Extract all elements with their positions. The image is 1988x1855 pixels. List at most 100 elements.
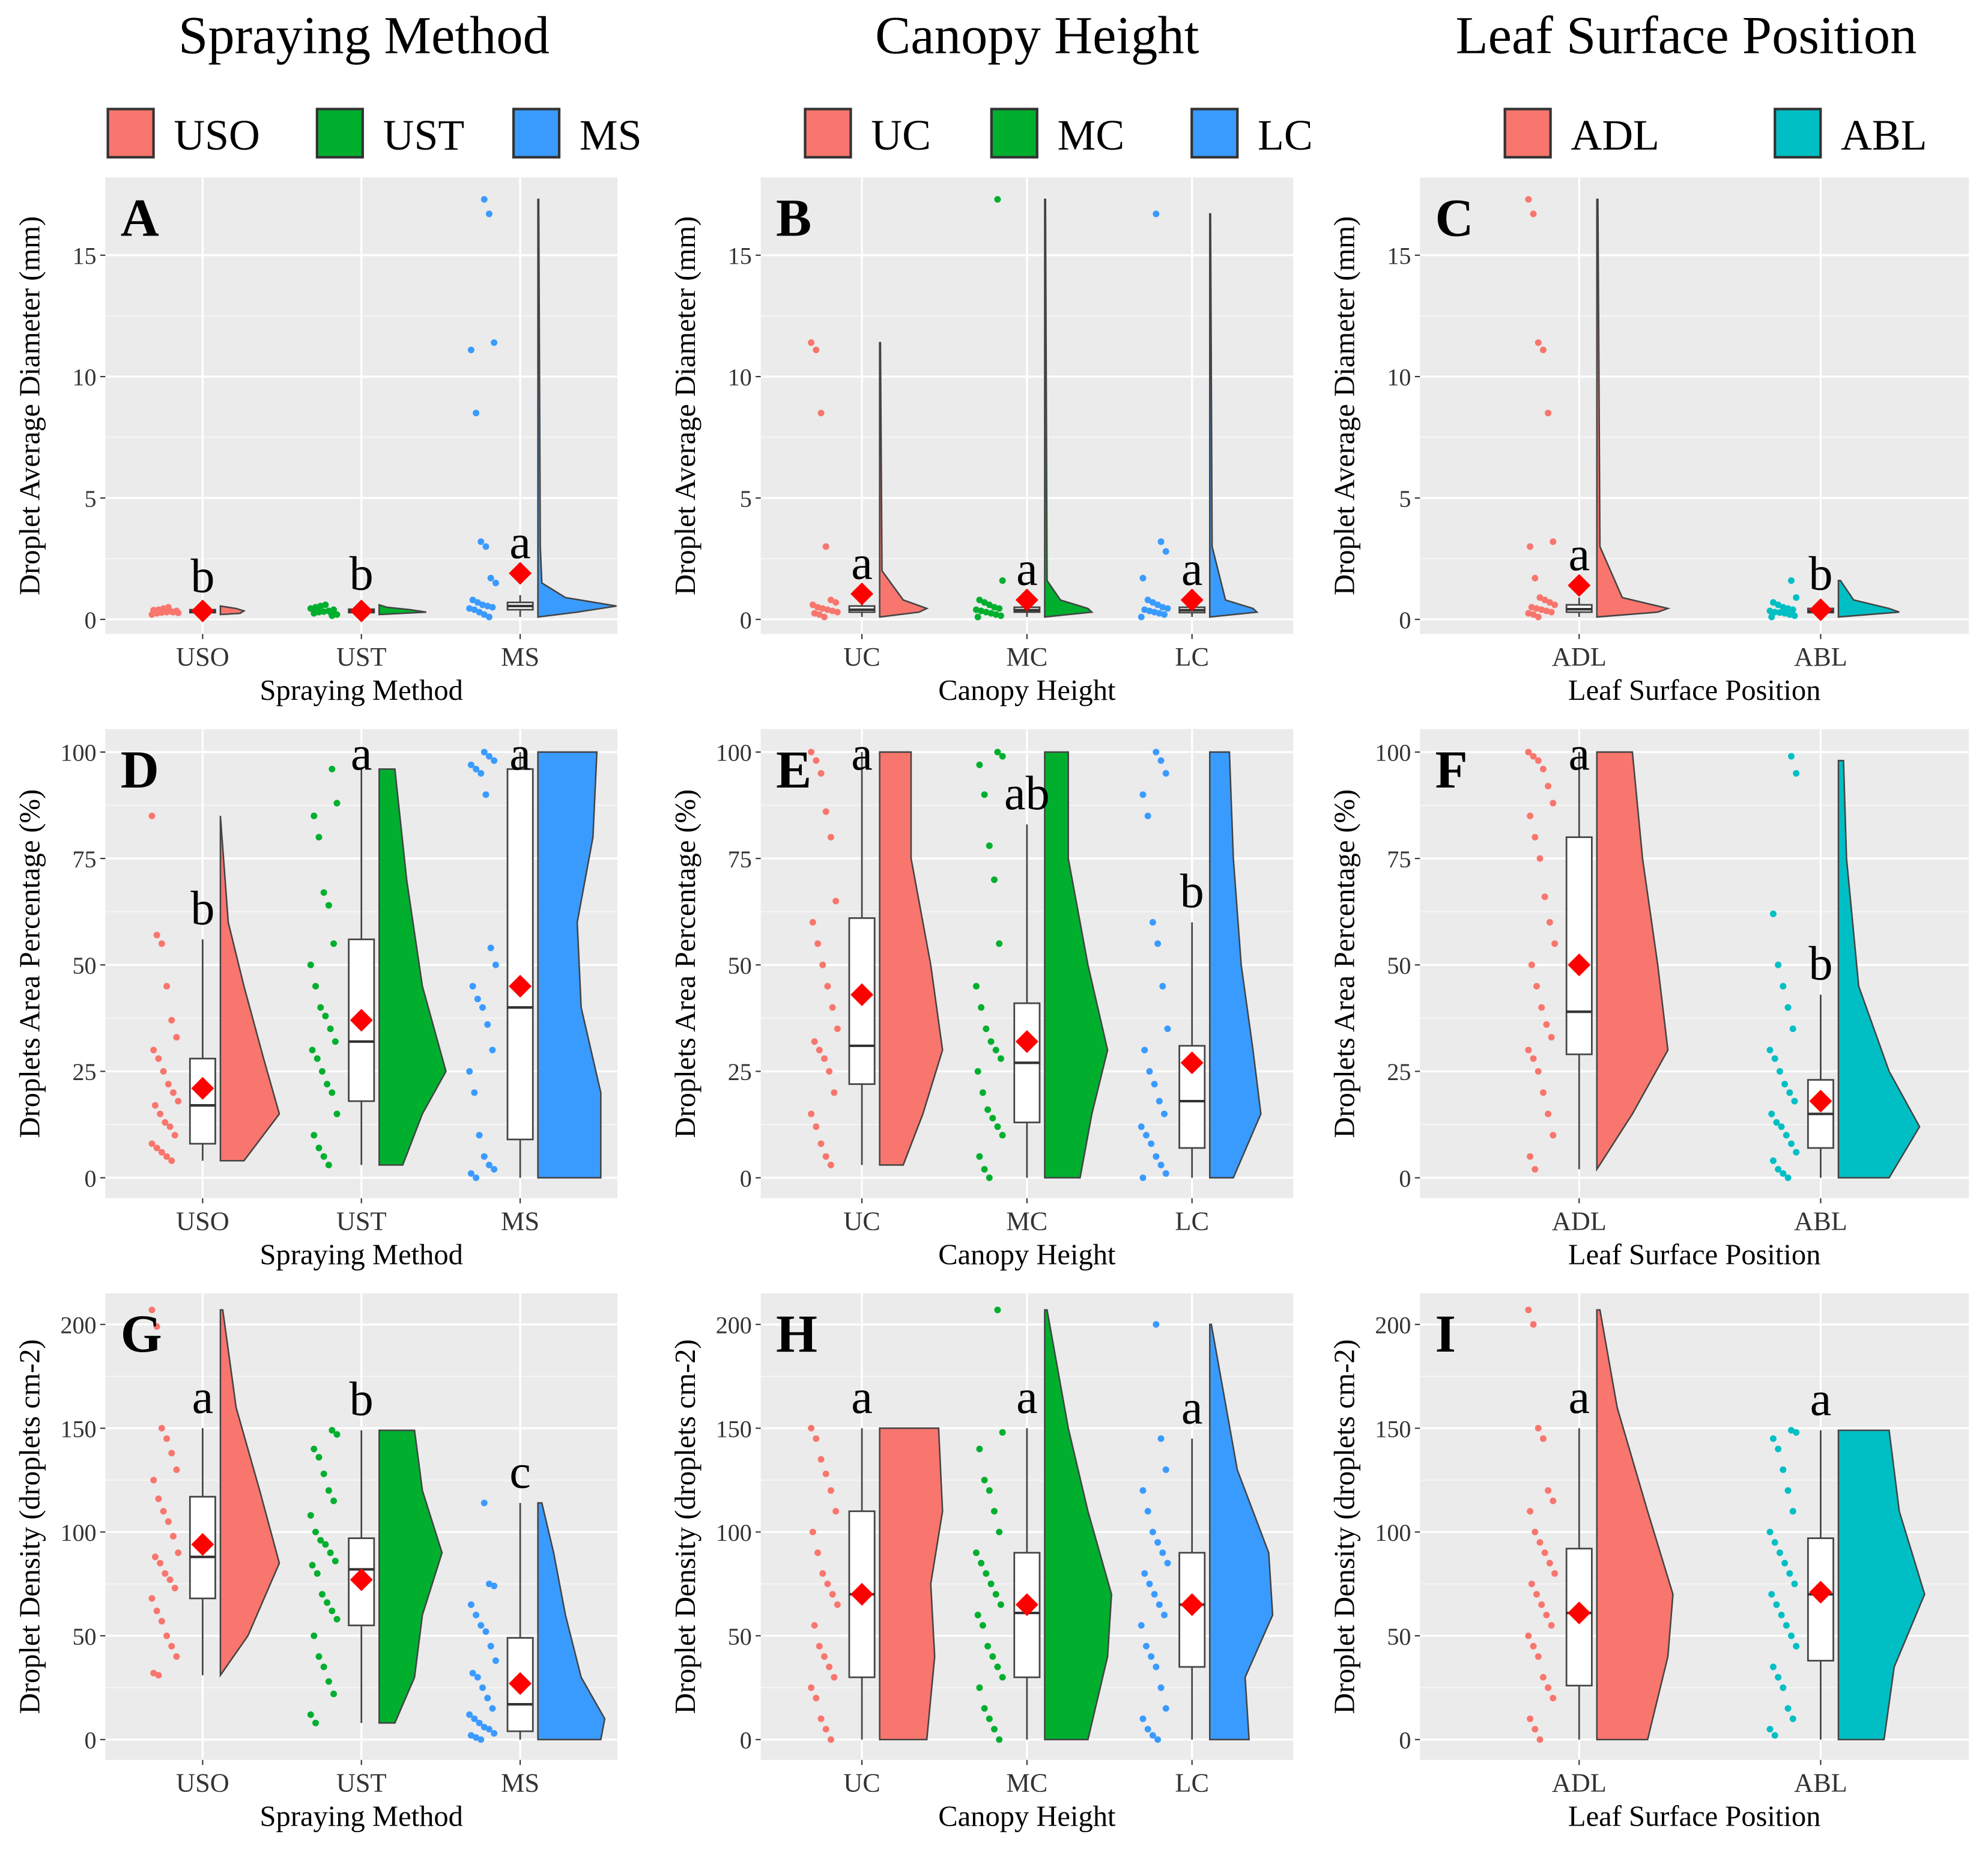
data-point bbox=[983, 1025, 990, 1033]
data-point bbox=[1153, 210, 1160, 217]
x-tick-label: MC bbox=[1006, 642, 1047, 672]
data-point bbox=[173, 1034, 180, 1041]
y-axis-title: Droplets Area Percentage (%) bbox=[1329, 789, 1360, 1138]
data-point bbox=[1528, 961, 1535, 968]
legend-label-lc: LC bbox=[1258, 111, 1313, 159]
data-point bbox=[1151, 1081, 1158, 1088]
group-uc: a UC bbox=[808, 1371, 944, 1797]
data-point bbox=[153, 1608, 160, 1615]
mean-diamond bbox=[191, 599, 214, 622]
data-point bbox=[976, 761, 983, 768]
data-point bbox=[817, 1456, 825, 1463]
significance-letter: b bbox=[190, 550, 214, 603]
data-point bbox=[491, 339, 498, 346]
x-tick-label: LC bbox=[1175, 1206, 1209, 1236]
data-point bbox=[318, 1067, 326, 1075]
data-point bbox=[1162, 1705, 1169, 1712]
panel-letter: A bbox=[121, 189, 159, 248]
data-point bbox=[1164, 1559, 1171, 1567]
significance-letter: a bbox=[851, 727, 873, 780]
data-point bbox=[978, 607, 985, 615]
data-point bbox=[491, 757, 498, 764]
x-tick-label: MC bbox=[1006, 1206, 1047, 1236]
data-point bbox=[1139, 1487, 1147, 1494]
data-point bbox=[309, 1046, 316, 1054]
data-point bbox=[1156, 610, 1163, 617]
column-title-canopy-height: Canopy Height bbox=[875, 7, 1199, 65]
group-abl: b ABL bbox=[1766, 753, 1921, 1236]
data-point bbox=[168, 1157, 175, 1164]
data-point bbox=[169, 1532, 177, 1540]
panel-letter: F bbox=[1435, 741, 1468, 800]
data-point bbox=[811, 1622, 818, 1629]
half-violin-ms bbox=[537, 198, 617, 618]
data-point bbox=[1550, 800, 1557, 807]
x-axis-title: Leaf Surface Position bbox=[1568, 675, 1820, 706]
x-axis-title: Spraying Method bbox=[260, 1800, 463, 1832]
data-point bbox=[996, 1736, 1003, 1743]
data-point bbox=[492, 1657, 499, 1665]
half-violin-adl bbox=[1596, 1309, 1674, 1741]
data-point bbox=[1546, 918, 1553, 926]
data-point bbox=[329, 1089, 336, 1096]
y-axis-title: Droplet Average Diameter (mm) bbox=[14, 216, 46, 595]
data-point bbox=[169, 1089, 177, 1096]
x-tick-label: USO bbox=[176, 642, 229, 672]
data-point bbox=[491, 1729, 498, 1737]
data-point bbox=[813, 1123, 820, 1131]
y-tick-label: 0 bbox=[740, 607, 752, 634]
data-point bbox=[809, 1528, 816, 1535]
data-point bbox=[981, 599, 988, 606]
data-point bbox=[996, 940, 1003, 947]
mean-diamond bbox=[1180, 588, 1204, 612]
data-point bbox=[1543, 1021, 1550, 1028]
data-point bbox=[467, 1732, 474, 1739]
data-point bbox=[327, 1025, 334, 1033]
data-point bbox=[1164, 1025, 1171, 1033]
data-point bbox=[1541, 893, 1548, 900]
data-point bbox=[307, 605, 314, 612]
x-tick-label: MS bbox=[501, 1768, 539, 1797]
group-uso: b USO bbox=[148, 550, 246, 672]
data-point bbox=[987, 1580, 995, 1588]
data-point bbox=[1142, 1642, 1150, 1650]
data-point bbox=[485, 1726, 492, 1733]
data-point bbox=[994, 1307, 1001, 1314]
y-tick-label: 50 bbox=[1387, 952, 1411, 979]
data-point bbox=[1550, 1132, 1557, 1139]
significance-letter: a bbox=[1568, 727, 1590, 780]
data-point bbox=[989, 1653, 996, 1660]
data-point bbox=[1525, 1632, 1532, 1639]
data-point bbox=[477, 1736, 485, 1743]
data-point bbox=[816, 1046, 823, 1054]
data-point bbox=[1149, 918, 1156, 926]
x-tick-label: USO bbox=[176, 1768, 229, 1797]
data-point bbox=[315, 609, 323, 616]
data-point bbox=[1769, 1157, 1777, 1164]
data-point bbox=[153, 1144, 160, 1152]
y-tick-label: 25 bbox=[1387, 1058, 1411, 1085]
data-point bbox=[1149, 599, 1156, 606]
data-point bbox=[1784, 1004, 1792, 1011]
data-point bbox=[480, 748, 488, 756]
data-point bbox=[1771, 609, 1778, 616]
y-tick-label: 5 bbox=[1399, 485, 1411, 512]
data-point bbox=[996, 1528, 1003, 1535]
data-point bbox=[1536, 855, 1544, 862]
data-point bbox=[1545, 1110, 1552, 1117]
data-point bbox=[155, 606, 162, 613]
x-tick-label: UC bbox=[843, 1206, 880, 1236]
legend-swatch-uc bbox=[804, 108, 852, 159]
data-point bbox=[312, 983, 319, 990]
data-point bbox=[1776, 609, 1783, 616]
group-ms: c MS bbox=[466, 1446, 606, 1797]
data-point bbox=[155, 1055, 162, 1062]
data-point bbox=[158, 1618, 165, 1625]
data-point bbox=[978, 1559, 985, 1567]
y-tick-label: 0 bbox=[1399, 607, 1411, 634]
data-point bbox=[163, 1153, 171, 1160]
data-point bbox=[1539, 1435, 1547, 1442]
significance-letter: a bbox=[1568, 1371, 1590, 1424]
data-point bbox=[320, 1663, 327, 1671]
data-point bbox=[1151, 609, 1158, 616]
